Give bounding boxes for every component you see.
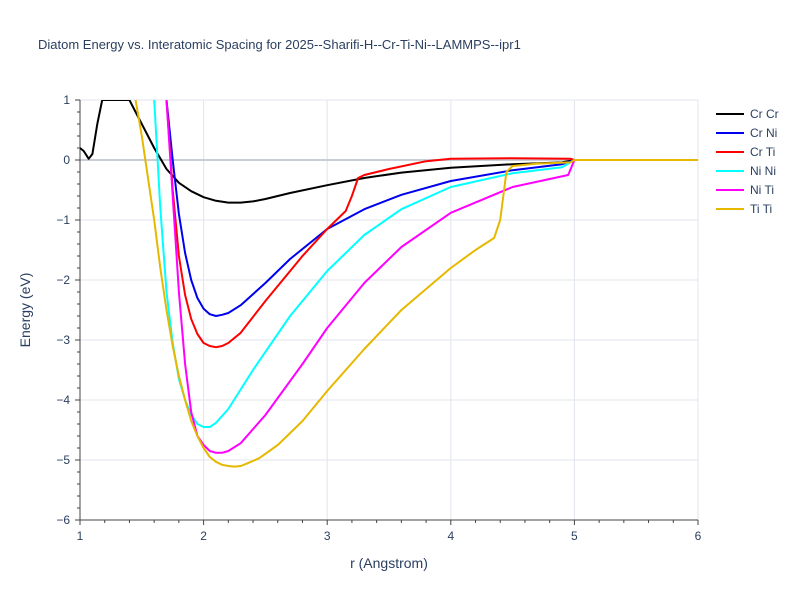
- series-line-cr-ni: [165, 100, 698, 317]
- y-tick-label: −4: [56, 393, 70, 407]
- legend-label: Ni Ti: [750, 183, 774, 197]
- legend-item[interactable]: Ni Ni: [716, 164, 776, 178]
- x-tick-label: 3: [324, 529, 331, 543]
- series-line-ni-ni: [153, 100, 698, 428]
- chart-title: Diatom Energy vs. Interatomic Spacing fo…: [38, 37, 521, 52]
- axes: [75, 99, 699, 525]
- legend-item[interactable]: Cr Ni: [716, 126, 777, 140]
- legend-label: Cr Ni: [750, 126, 777, 140]
- series-line-ti-ti: [134, 100, 698, 468]
- y-axis-title: Energy (eV): [17, 273, 33, 348]
- legend-label: Ti Ti: [750, 202, 772, 216]
- legend-label: Ni Ni: [750, 164, 776, 178]
- x-tick-label: 4: [447, 529, 454, 543]
- y-tick-label: −3: [56, 333, 70, 347]
- x-axis-title: r (Angstrom): [350, 555, 428, 571]
- y-tick-label: −1: [56, 213, 70, 227]
- x-tick-labels: 1 2 3 4 5 6: [77, 529, 702, 543]
- series-line-ni-ti: [165, 100, 698, 454]
- series-line-cr-cr: [80, 100, 698, 204]
- x-tick-label: 1: [77, 529, 84, 543]
- x-tick-label: 6: [695, 529, 702, 543]
- legend-label: Cr Ti: [750, 145, 775, 159]
- legend[interactable]: Cr Cr Cr Ni Cr Ti Ni Ni Ni Ti Ti Ti: [716, 107, 779, 216]
- legend-item[interactable]: Ti Ti: [716, 202, 772, 216]
- series-lines: [80, 100, 698, 468]
- x-tick-label: 5: [571, 529, 578, 543]
- y-tick-label: 1: [63, 93, 70, 107]
- legend-item[interactable]: Ni Ti: [716, 183, 774, 197]
- legend-item[interactable]: Cr Ti: [716, 145, 775, 159]
- grid-lines: [80, 99, 699, 520]
- y-tick-label: −6: [56, 513, 70, 527]
- x-tick-label: 2: [200, 529, 207, 543]
- y-tick-label: −5: [56, 453, 70, 467]
- y-tick-labels: 1 0 −1 −2 −3 −4 −5 −6: [56, 93, 70, 527]
- series-line-cr-ti: [165, 100, 698, 349]
- legend-item[interactable]: Cr Cr: [716, 107, 779, 121]
- y-tick-label: 0: [63, 153, 70, 167]
- y-tick-label: −2: [56, 273, 70, 287]
- legend-label: Cr Cr: [750, 107, 779, 121]
